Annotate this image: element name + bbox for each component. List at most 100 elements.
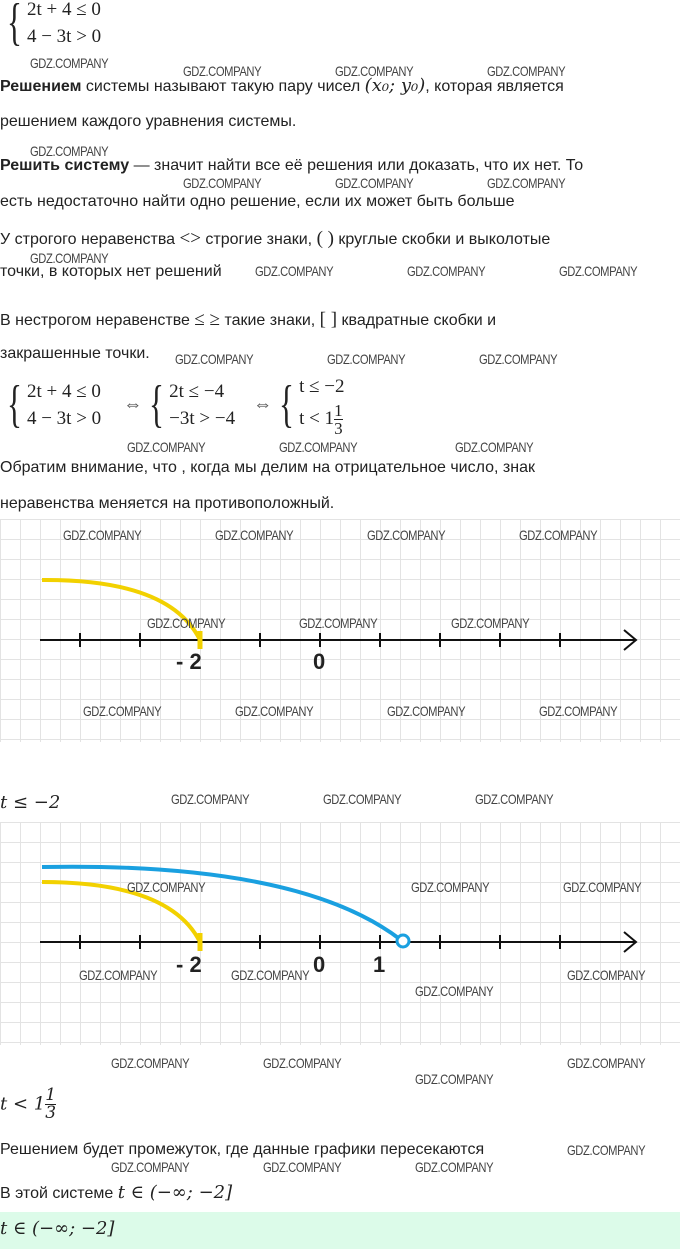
denominator: 3 [334,419,343,438]
numerator: 1 [45,1085,57,1105]
yellow-curve [41,880,202,943]
ticks [79,633,561,647]
text: t < 1 [299,407,335,429]
definition-solve: Решить систему — значит найти все её реш… [0,157,583,175]
watermark: GDZ.COMPANY [263,1159,342,1175]
text-line: есть недостаточно найти одно решение, ес… [0,193,515,210]
text: t < 1 [0,1093,46,1115]
text-line: точки, в которых нет решений [0,263,222,280]
watermark: GDZ.COMPANY [487,175,566,191]
inequality-row: t ≤ −2 [299,376,345,397]
symbol: [ ] [319,309,338,330]
open-point [395,933,411,949]
watermark: GDZ.COMPANY [111,1159,190,1175]
watermark: GDZ.COMPANY [63,527,142,543]
strict-inequality-note: У строгого неравенства <> строгие знаки,… [0,228,550,250]
term: Решить систему [0,157,130,174]
watermark: GDZ.COMPANY [487,63,566,79]
watermark: GDZ.COMPANY [479,351,558,367]
brace-icon: { [6,0,22,51]
math: (x₀; y₀) [364,75,426,96]
watermark: GDZ.COMPANY [83,703,162,719]
tick-label: 1 [373,952,386,977]
equivalence-icon: ⇔ [253,393,273,415]
watermark: GDZ.COMPANY [559,263,638,279]
system-initial: { 2t + 4 ≤ 0 4 − 3t > 0 [2,0,101,50]
text-line: решением каждого уравнения системы. [0,113,297,130]
watermark: GDZ.COMPANY [147,615,226,631]
denominator: 3 [45,1103,57,1123]
text-line: закрашенные точки. [0,345,150,362]
system-chain: { 2t + 4 ≤ 0 4 − 3t > 0 ⇔ { 2t ≤ −4 −3t > … [2,372,344,437]
watermark: GDZ.COMPANY [30,250,109,266]
inequality-row: 2t ≤ −4 [169,380,225,402]
watermark: GDZ.COMPANY [79,967,158,983]
watermark: GDZ.COMPANY [255,263,334,279]
watermark: GDZ.COMPANY [111,1055,190,1071]
math: t ∈ (−∞; −2] [117,1182,233,1203]
watermark: GDZ.COMPANY [263,1055,342,1071]
watermark: GDZ.COMPANY [335,63,414,79]
term: Решением [0,78,82,95]
watermark: GDZ.COMPANY [183,63,262,79]
inequality-row: 2t + 4 ≤ 0 [26,0,101,20]
watermark: GDZ.COMPANY [231,967,310,983]
text: квадратные скобки и [337,312,497,329]
watermark: GDZ.COMPANY [563,879,642,895]
watermark: GDZ.COMPANY [299,615,378,631]
watermark: GDZ.COMPANY [411,879,490,895]
watermark: GDZ.COMPANY [183,175,262,191]
tick-label: - 2 [176,952,202,977]
brace-icon: { [6,375,22,433]
text: системы называют такую пару чисел [81,78,365,95]
tick-label: 0 [313,649,326,674]
watermark: GDZ.COMPANY [387,703,466,719]
watermark: GDZ.COMPANY [367,527,446,543]
text: такие знаки, [220,312,320,329]
watermark: GDZ.COMPANY [567,967,646,983]
watermark: GDZ.COMPANY [30,55,109,71]
watermark: GDZ.COMPANY [567,1055,646,1071]
text: В нестрогом неравенстве [0,312,195,329]
text-line: неравенства меняется на противоположный. [0,495,335,512]
number-line-graph-2: - 2 0 1 [0,822,680,1045]
yellow-curve [41,577,202,641]
text: В этой системе [0,1185,118,1202]
watermark: GDZ.COMPANY [175,351,254,367]
watermark: GDZ.COMPANY [30,143,109,159]
watermark: GDZ.COMPANY [415,1159,494,1175]
watermark: GDZ.COMPANY [415,983,494,999]
watermark: GDZ.COMPANY [567,1142,646,1158]
arrow-icon [623,931,638,953]
equivalence-icon: ⇔ [123,393,143,415]
watermark: GDZ.COMPANY [235,703,314,719]
brace-icon: { [149,375,165,433]
watermark: GDZ.COMPANY [539,703,618,719]
watermark: GDZ.COMPANY [519,527,598,543]
symbol: ( ) [316,228,334,249]
numerator: 1 [334,401,343,420]
answer-box: t ∈ (−∞; −2] [0,1212,680,1249]
arrow-icon [623,629,638,651]
inequality-row: 4 − 3t > 0 [26,407,102,429]
watermark: GDZ.COMPANY [407,263,486,279]
text: строгие знаки, [200,231,317,248]
answer-text: t ∈ (−∞; −2] [0,1218,115,1239]
watermark: GDZ.COMPANY [215,527,294,543]
watermark: GDZ.COMPANY [475,791,554,807]
watermark: GDZ.COMPANY [171,791,250,807]
watermark: GDZ.COMPANY [323,791,402,807]
number-line-graph-1: - 2 0 [0,519,680,742]
watermark: GDZ.COMPANY [451,615,530,631]
symbol: ≤ ≥ [194,309,220,330]
text: , которая является [425,78,564,95]
symbol: <> [179,228,201,249]
inequality-row: −3t > −4 [169,407,236,429]
inequality-row: 4 − 3t > 0 [26,26,102,47]
tick-label: 0 [313,952,326,977]
inequality-row: 2t + 4 ≤ 0 [26,380,101,402]
watermark: GDZ.COMPANY [279,439,358,455]
watermark: GDZ.COMPANY [327,351,406,367]
